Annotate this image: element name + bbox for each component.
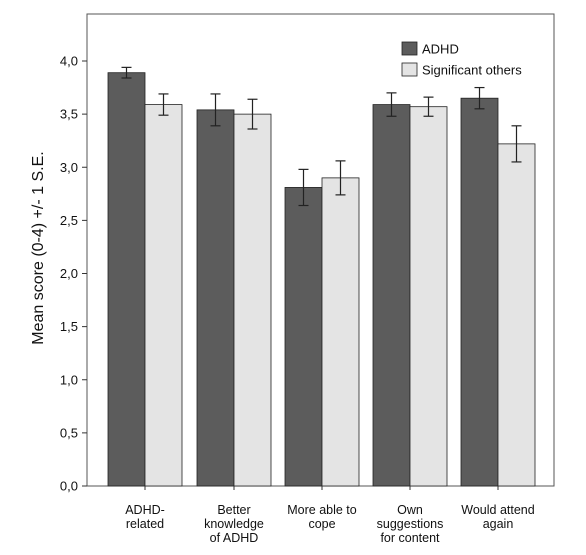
x-axis-labels: ADHD-related Better knowledge of ADHD More a…: [125, 486, 535, 545]
x-tick-label: Own suggestions for content: [377, 503, 444, 545]
y-tick-label: 2,5: [60, 213, 78, 228]
legend-label: ADHD: [422, 42, 459, 57]
bar-significant-others: [144, 104, 183, 487]
legend: ADHD Significant others: [401, 41, 522, 78]
bar-adhd: [284, 187, 323, 487]
x-tick-label: More able to cope: [287, 503, 357, 531]
x-tick-label: Better knowledge of ADHD: [204, 503, 264, 545]
y-tick-label: 0,5: [60, 425, 78, 440]
y-tick-label: 3,5: [60, 107, 78, 122]
bar-significant-others: [233, 113, 272, 487]
y-tick-label: 3,0: [60, 160, 78, 175]
bar-adhd: [460, 97, 499, 487]
x-tick-label: Would attend again: [461, 503, 534, 531]
y-tick-label: 1,5: [60, 319, 78, 334]
y-tick-label: 1,0: [60, 372, 78, 387]
bar-significant-others: [321, 177, 360, 487]
legend-swatch: [401, 62, 418, 77]
bars: [107, 66, 536, 487]
legend-label: Significant others: [422, 63, 522, 78]
bar-significant-others: [409, 106, 448, 487]
bar-adhd: [107, 72, 146, 487]
y-tick-label: 4,0: [60, 54, 78, 69]
y-axis: 0,0 0,5 1,0 1,5 2,0 2,5 3,0 3,5 4,0: [60, 54, 87, 494]
y-tick-label: 0,0: [60, 479, 78, 494]
y-tick-label: 2,0: [60, 266, 78, 281]
bar-significant-others: [497, 143, 536, 487]
x-tick-label: ADHD-related: [125, 503, 165, 531]
y-axis-title: Mean score (0-4) +/- 1 S.E.: [30, 151, 47, 344]
bar-adhd: [196, 109, 235, 487]
legend-swatch: [401, 41, 418, 56]
bar-adhd: [372, 104, 411, 487]
